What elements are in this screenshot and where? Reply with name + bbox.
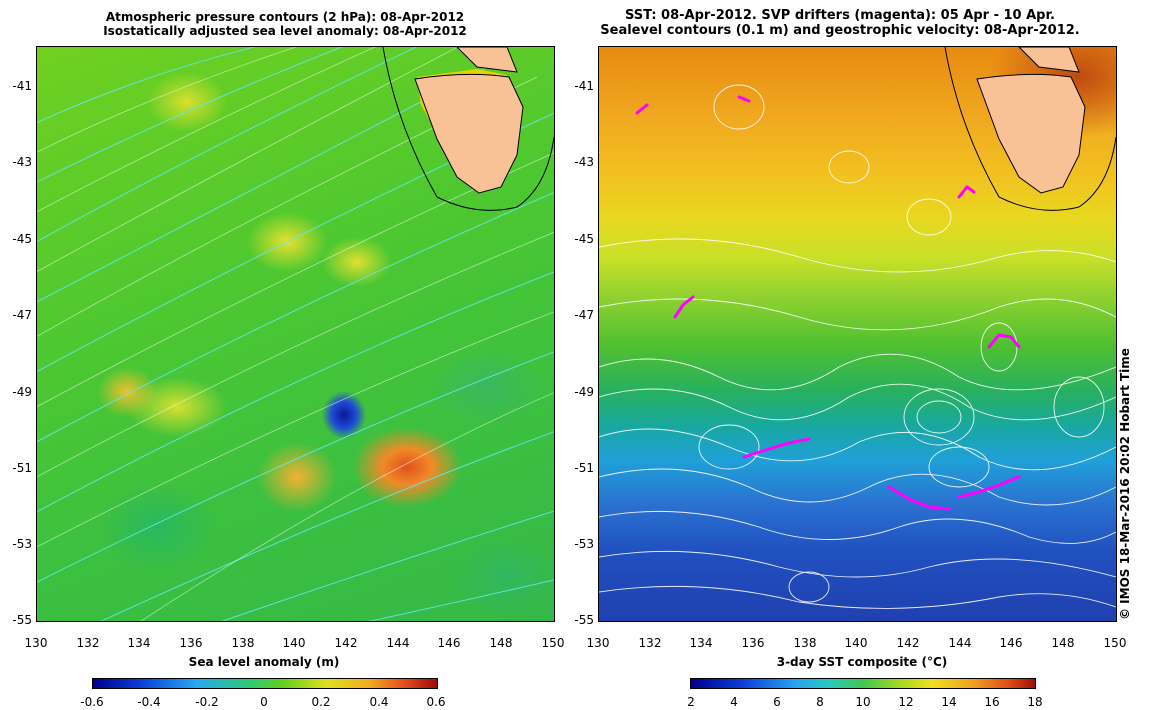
- right-x-tick: 142: [896, 636, 920, 650]
- imos-credit: © IMOS 18-Mar-2016 20:02 Hobart Time: [1118, 348, 1132, 620]
- left-x-tick: 148: [489, 636, 513, 650]
- left-y-tick: -43: [12, 155, 32, 169]
- left-map-overlay: [37, 47, 554, 621]
- left-x-tick: 136: [179, 636, 203, 650]
- colorbar-tick: 12: [898, 695, 914, 709]
- right-title-line2: Sealevel contours (0.1 m) and geostrophi…: [600, 23, 1080, 38]
- drifter-2: [737, 95, 751, 103]
- colorbar-tick: 6: [773, 695, 781, 709]
- left-x-label: Sea level anomaly (m): [188, 655, 340, 669]
- left-y-tick: -49: [12, 385, 32, 399]
- drifter-4: [673, 295, 695, 319]
- drifter-6: [742, 437, 811, 459]
- sea-level-colorbar: [92, 678, 438, 689]
- tasmania-land-right: [944, 47, 1116, 211]
- left-y-tick: -45: [12, 232, 32, 246]
- right-x-tick: 150: [1103, 636, 1127, 650]
- sea-level-contours: [599, 84, 1116, 609]
- pressure-contours-white: [37, 47, 554, 621]
- drifter-1: [635, 103, 649, 115]
- tasmania-land: [382, 47, 554, 211]
- right-y-tick: -55: [574, 613, 594, 627]
- left-x-tick: 132: [76, 636, 100, 650]
- colorbar-tick: 0.6: [426, 695, 446, 709]
- left-x-tick: 130: [24, 636, 48, 650]
- sea-level-anomaly-map: [36, 46, 555, 622]
- colorbar-tick: 18: [1027, 695, 1043, 709]
- colorbar-tick: -0.4: [137, 695, 161, 709]
- right-y-tick: -49: [574, 385, 594, 399]
- right-x-tick: 132: [638, 636, 662, 650]
- right-y-tick: -51: [574, 461, 594, 475]
- left-title-line2: Isostatically adjusted sea level anomaly…: [103, 24, 467, 38]
- left-y-tick: -51: [12, 461, 32, 475]
- right-y-tick: -43: [574, 155, 594, 169]
- colorbar-tick: 0.2: [311, 695, 331, 709]
- left-y-tick: -47: [12, 308, 32, 322]
- right-x-tick: 146: [999, 636, 1023, 650]
- right-x-tick: 130: [586, 636, 610, 650]
- right-x-label: 3-day SST composite (°C): [776, 655, 948, 669]
- right-y-tick: -41: [574, 79, 594, 93]
- right-map-overlay: [599, 47, 1116, 609]
- drifter-7: [887, 485, 951, 511]
- right-x-tick: 144: [948, 636, 972, 650]
- colorbar-tick: 14: [941, 695, 957, 709]
- right-y-tick: -53: [574, 537, 594, 551]
- left-x-tick: 146: [437, 636, 461, 650]
- left-y-tick: -41: [12, 79, 32, 93]
- colorbar-tick: -0.2: [195, 695, 219, 709]
- colorbar-tick: 8: [816, 695, 824, 709]
- right-x-tick: 136: [741, 636, 765, 650]
- colorbar-tick: 0.4: [369, 695, 389, 709]
- colorbar-tick: -0.6: [80, 695, 104, 709]
- drifter-3: [957, 184, 976, 199]
- left-x-tick: 134: [127, 636, 151, 650]
- right-x-tick: 140: [844, 636, 868, 650]
- sst-map: [598, 46, 1117, 622]
- left-x-tick: 138: [231, 636, 255, 650]
- left-x-tick: 150: [541, 636, 565, 650]
- sst-colorbar: [690, 678, 1036, 689]
- drifter-5: [987, 333, 1021, 349]
- left-y-tick: -53: [12, 537, 32, 551]
- right-y-tick: -45: [574, 232, 594, 246]
- left-title-line1: Atmospheric pressure contours (2 hPa): 0…: [105, 10, 465, 24]
- left-x-tick: 144: [386, 636, 410, 650]
- colorbar-tick: 0: [260, 695, 268, 709]
- drifter-8: [957, 475, 1021, 499]
- left-x-tick: 142: [334, 636, 358, 650]
- svp-drifters: [635, 95, 1021, 511]
- right-x-tick: 138: [793, 636, 817, 650]
- right-x-tick: 148: [1051, 636, 1075, 650]
- left-x-tick: 140: [282, 636, 306, 650]
- colorbar-tick: 4: [730, 695, 738, 709]
- left-y-tick: -55: [12, 613, 32, 627]
- colorbar-tick: 16: [984, 695, 1000, 709]
- right-title-line1: SST: 08-Apr-2012. SVP drifters (magenta)…: [625, 8, 1055, 23]
- colorbar-tick: 10: [855, 695, 871, 709]
- right-x-tick: 134: [689, 636, 713, 650]
- colorbar-tick: 2: [687, 695, 695, 709]
- right-y-tick: -47: [574, 308, 594, 322]
